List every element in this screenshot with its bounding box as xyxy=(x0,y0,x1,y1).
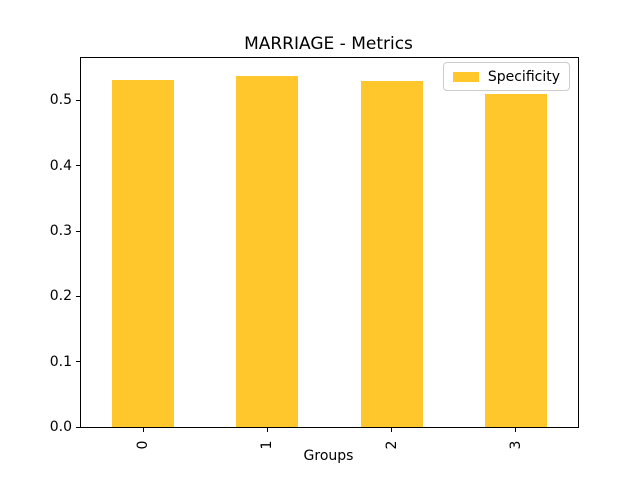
x-tick-mark xyxy=(142,428,144,432)
bar xyxy=(360,80,423,427)
y-tick-label: 0.5 xyxy=(49,92,72,109)
bar xyxy=(484,93,547,427)
bar xyxy=(112,79,175,427)
y-tick-mark xyxy=(76,230,80,232)
x-tick-mark xyxy=(266,428,268,432)
legend: Specificity xyxy=(442,62,570,91)
y-tick-mark xyxy=(76,426,80,428)
x-tick-mark xyxy=(515,428,517,432)
bar xyxy=(236,75,299,427)
legend-label: Specificity xyxy=(487,68,560,85)
y-tick-label: 0.2 xyxy=(49,288,72,305)
y-tick-label: 0.1 xyxy=(49,353,72,370)
y-tick-mark xyxy=(76,165,80,167)
chart-title: MARRIAGE - Metrics xyxy=(244,34,413,54)
x-axis-label: Groups xyxy=(303,448,354,464)
y-tick-mark xyxy=(76,99,80,101)
x-tick-mark xyxy=(391,428,393,432)
y-tick-mark xyxy=(76,361,80,363)
legend-swatch xyxy=(452,71,479,82)
y-tick-label: 0.3 xyxy=(49,223,72,240)
plot-area: Specificity 0.0 0.1 0.2 0.3 0.4 0.5 0 1 2 3 xyxy=(50,57,579,449)
y-tick-label: 0.4 xyxy=(49,157,72,174)
y-tick-mark xyxy=(76,295,80,297)
y-tick-label: 0.0 xyxy=(49,419,72,435)
